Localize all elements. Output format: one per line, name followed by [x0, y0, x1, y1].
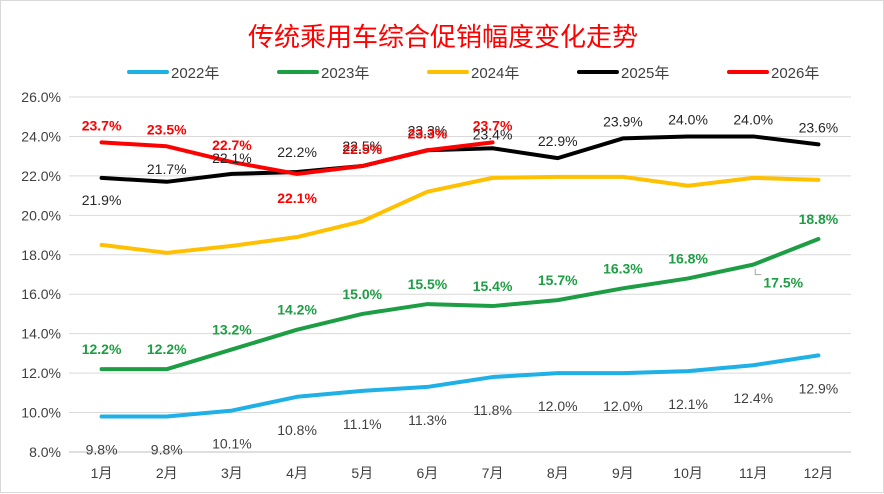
x-tick-label: 11月 — [739, 465, 768, 481]
x-tick-label: 6月 — [417, 465, 439, 481]
data-label: 21.7% — [147, 161, 187, 177]
x-tick-label: 8月 — [547, 465, 569, 481]
y-tick-label: 24.0% — [21, 128, 61, 144]
data-label: 12.0% — [538, 398, 578, 414]
y-tick-label: 20.0% — [21, 207, 61, 223]
series-lines — [99, 134, 821, 419]
x-tick-label: 3月 — [221, 465, 243, 481]
data-label: 11.8% — [473, 402, 512, 418]
legend-label: 2026年 — [771, 65, 819, 82]
y-tick-label: 12.0% — [21, 365, 61, 381]
legend: 2022年 2023年 2024年 2025年 2026年 — [127, 65, 819, 82]
legend-label: 2025年 — [621, 65, 669, 82]
data-label: 10.1% — [212, 436, 252, 452]
y-tick-label: 22.0% — [21, 168, 61, 184]
series-line — [99, 353, 821, 419]
data-label: 24.0% — [733, 111, 773, 127]
data-label: 22.2% — [277, 144, 317, 160]
legend-label: 2022年 — [171, 65, 219, 82]
data-label: 23.7% — [82, 117, 122, 133]
x-tick-label: 12月 — [804, 465, 834, 481]
data-label: 15.7% — [538, 272, 578, 288]
data-label: 10.8% — [277, 422, 317, 438]
data-label: 21.9% — [82, 192, 122, 208]
series-line — [99, 140, 495, 176]
data-label: 22.7% — [212, 137, 252, 153]
data-label: 15.5% — [408, 276, 448, 292]
data-label: 9.8% — [86, 442, 118, 458]
data-label: 23.5% — [147, 121, 187, 137]
data-label: 22.1% — [212, 150, 252, 166]
data-label: 23.9% — [603, 113, 643, 129]
y-tick-label: 10.0% — [21, 405, 61, 421]
data-label: 15.0% — [342, 286, 382, 302]
data-label: 13.2% — [212, 321, 252, 337]
data-label: 12.0% — [603, 398, 643, 414]
x-tick-label: 1月 — [91, 465, 113, 481]
data-label: 11.1% — [343, 416, 382, 432]
data-label: 17.5% — [763, 275, 803, 291]
y-tick-label: 18.0% — [21, 247, 61, 263]
data-label: 22.5% — [342, 138, 382, 154]
series-line — [99, 174, 821, 255]
data-label: 12.1% — [668, 396, 708, 412]
x-tick-label: 10月 — [673, 465, 703, 481]
data-label: 16.3% — [603, 260, 643, 276]
data-labels: 9.8% 9.8% 10.1% 10.8% 11.1% 11.3% 11.8% 12.0% 12… — [82, 111, 839, 457]
x-tick-label: 2月 — [156, 465, 178, 481]
chart-title: 传统乘用车综合促销幅度变化走势 — [248, 23, 638, 53]
data-label: 9.8% — [151, 442, 183, 458]
x-tick-label: 7月 — [482, 465, 504, 481]
data-label: 18.8% — [799, 211, 839, 227]
data-label: 23.7% — [473, 117, 513, 133]
y-tick-label: 8.0% — [29, 444, 61, 460]
data-label: 12.2% — [82, 341, 122, 357]
y-tick-label: 14.0% — [21, 326, 61, 342]
legend-label: 2023年 — [321, 65, 369, 82]
x-tick-label: 5月 — [351, 465, 373, 481]
data-label: 12.4% — [733, 390, 773, 406]
data-label: 22.1% — [277, 190, 317, 206]
data-label: 22.5% — [342, 141, 382, 157]
data-label: 23.6% — [799, 119, 839, 135]
y-tick-label: 26.0% — [21, 89, 61, 105]
data-label: 23.3% — [408, 122, 448, 138]
data-label: 15.4% — [473, 278, 513, 294]
data-label: 23.4% — [473, 126, 513, 142]
data-label: 12.2% — [147, 341, 187, 357]
y-tick-label: 16.0% — [21, 286, 61, 302]
data-label: 11.3% — [408, 412, 447, 428]
label-leader-line — [754, 268, 762, 276]
data-label: 12.9% — [799, 380, 839, 396]
data-label: 23.3% — [408, 125, 448, 141]
data-label: 24.0% — [668, 111, 708, 127]
x-tick-label: 9月 — [612, 465, 634, 481]
x-tick-label: 4月 — [286, 465, 308, 481]
axes: 8.0% 10.0% 12.0% 14.0% 16.0% 18.0% 20.0% 22.0% 2… — [21, 89, 833, 481]
series-line — [99, 237, 821, 372]
series-line — [99, 134, 821, 184]
legend-label: 2024年 — [471, 65, 519, 82]
data-label: 22.9% — [538, 133, 578, 149]
data-label: 14.2% — [277, 302, 317, 318]
data-label: 16.8% — [668, 250, 708, 266]
